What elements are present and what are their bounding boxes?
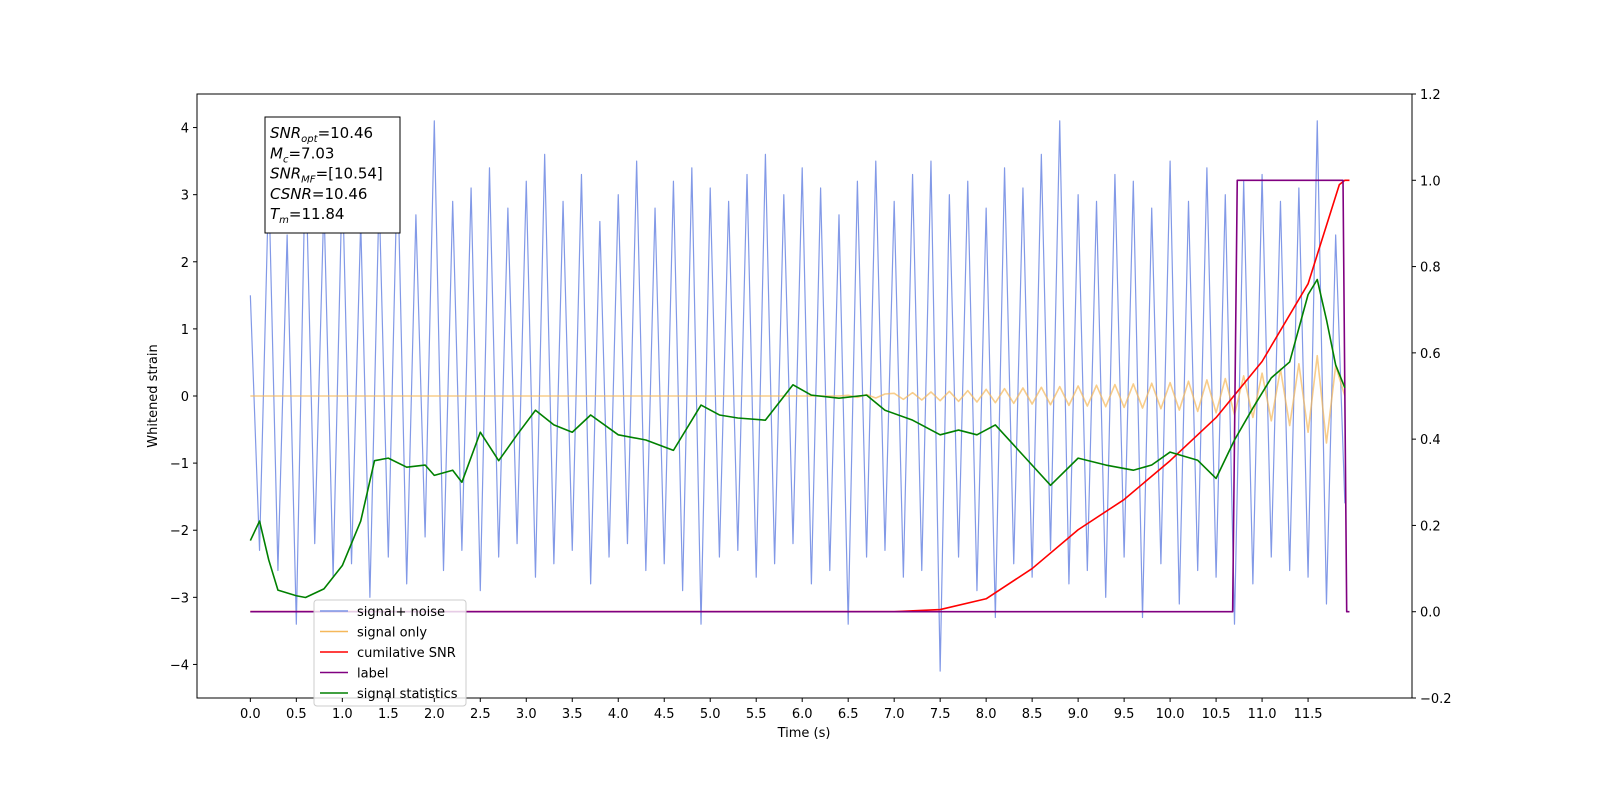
x-tick-label: 11.5: [1294, 707, 1323, 722]
legend: signal+ noise signal only cumilative SNR la…: [313, 599, 467, 707]
annotation-value: =7.03: [288, 144, 334, 162]
x-axis-label: Time (s): [777, 726, 831, 741]
legend-label: signal statistics: [357, 687, 458, 702]
annotation-subscript: c: [283, 154, 289, 165]
annotation-symbol: CSNR: [270, 185, 312, 203]
y2-tick-label: −0.2: [1420, 692, 1452, 707]
annotation-value: =11.84: [289, 205, 345, 223]
y2-tick-label: 1.0: [1420, 174, 1441, 189]
x-tick-label: 9.0: [1068, 707, 1089, 722]
y2-tick-label: 0.8: [1420, 261, 1441, 276]
annotation-line: SNRopt=10.46: [270, 124, 373, 145]
x-tick-label: 6.0: [792, 707, 813, 722]
x-tick-label: 7.5: [930, 707, 951, 722]
y-tick-label: 0: [181, 390, 189, 405]
y2-tick-label: 0.2: [1420, 519, 1441, 534]
annotation-line: CSNR=10.46: [270, 185, 367, 203]
y-tick-label: 1: [181, 323, 189, 338]
x-tick-label: 10.0: [1156, 707, 1185, 722]
y-tick-label: 4: [181, 122, 189, 137]
annotation-symbol: SNR: [270, 124, 301, 142]
x-tick-label: 4.5: [654, 707, 675, 722]
x-tick-label: 1.0: [332, 707, 353, 722]
x-tick-label: 2.0: [424, 707, 445, 722]
annotation-line: SNRMF=[10.54]: [270, 165, 383, 186]
legend-label: cumilative SNR: [357, 646, 456, 661]
x-tick-label: 4.0: [608, 707, 629, 722]
x-tick-label: 7.0: [884, 707, 905, 722]
legend-label: label: [357, 667, 388, 682]
series-line: [249, 120, 1346, 672]
x-tick-label: 9.5: [1114, 707, 1135, 722]
annotation-symbol: T: [270, 205, 281, 223]
x-tick-label: 6.5: [838, 707, 859, 722]
y-tick-label: −2: [170, 524, 189, 539]
x-tick-label: 10.5: [1202, 707, 1231, 722]
legend-box: [313, 599, 467, 707]
x-tick-label: 8.5: [1022, 707, 1043, 722]
legend-label: signal only: [357, 626, 427, 641]
series-line: [250, 354, 1346, 444]
annotation-frame: [264, 116, 401, 234]
x-tick-label: 0.5: [286, 707, 307, 722]
y-tick-label: −1: [170, 457, 189, 472]
y2-tick-label: 0.4: [1420, 433, 1441, 448]
annotation-line: Tm=11.84: [270, 205, 344, 226]
x-tick-label: 5.5: [746, 707, 767, 722]
y2-tick-label: 0.6: [1420, 347, 1441, 362]
x-tick-label: 3.5: [562, 707, 583, 722]
plot-area: [249, 120, 1350, 672]
y-tick-label: −3: [170, 591, 189, 606]
annotation-symbol: SNR: [270, 165, 301, 183]
x-tick-label: 2.5: [470, 707, 491, 722]
y2-tick-label: 0.0: [1420, 606, 1441, 621]
x-tick-label: 0.0: [240, 707, 261, 722]
series-line: [249, 278, 1346, 599]
x-tick-label: 5.0: [700, 707, 721, 722]
y-tick-label: −4: [170, 658, 189, 673]
y-tick-label: 2: [181, 256, 189, 271]
x-tick-label: 8.0: [976, 707, 997, 722]
x-tick-label: 11.0: [1248, 707, 1277, 722]
annotation-value: =[10.54]: [316, 165, 383, 183]
annotation-subscript: m: [279, 215, 289, 226]
annotation-symbol: M: [270, 144, 283, 162]
annotation-subscript: opt: [301, 134, 318, 145]
annotation-value: =10.46: [318, 124, 374, 142]
annotation-value: =10.46: [312, 185, 368, 203]
y-axis-label: Whitened strain: [146, 344, 161, 447]
annotation-box: SNRopt=10.46Mc=7.03SNRMF=[10.54]CSNR=10.…: [264, 116, 401, 234]
legend-label: signal+ noise: [357, 605, 445, 620]
x-tick-label: 3.0: [516, 707, 537, 722]
annotation-subscript: MF: [301, 175, 316, 186]
series-line: [250, 179, 1350, 613]
series-line: [250, 179, 1350, 613]
x-tick-label: 1.5: [378, 707, 399, 722]
y2-tick-label: 1.2: [1420, 88, 1441, 103]
annotation-line: Mc=7.03: [270, 144, 334, 165]
y-tick-label: 3: [181, 189, 189, 204]
